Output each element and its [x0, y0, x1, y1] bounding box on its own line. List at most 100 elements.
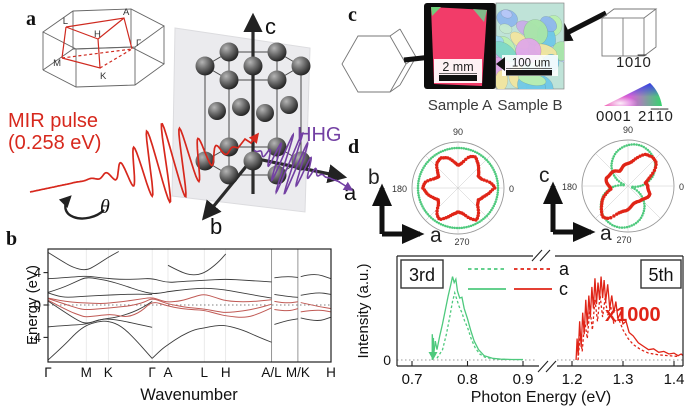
- bz-label-A: A: [123, 7, 130, 18]
- ipf-label-2110: 21̅1̅0: [638, 108, 674, 125]
- svg-text:Γ: Γ: [148, 365, 156, 380]
- svg-text:K: K: [104, 365, 113, 380]
- polar-left-270: 270: [454, 237, 469, 247]
- box-3rd: [400, 259, 444, 289]
- spectrum-ylabel: Intensity (a.u.): [355, 263, 372, 358]
- axis-b-label: b: [210, 214, 222, 239]
- band-structure-plot: 40-4Γ M K Γ A L H A/L M/K H Energy (eV) Wavenumbe…: [24, 248, 336, 404]
- svg-text:4: 4: [34, 265, 41, 280]
- svg-text:Γ: Γ: [44, 365, 52, 380]
- polar-right-axis-h: a: [600, 222, 612, 245]
- polar-right-180: 180: [562, 182, 577, 192]
- sample-a-label: Sample A: [427, 97, 493, 114]
- axis-c-label: c: [265, 14, 276, 39]
- svg-text:1.3: 1.3: [613, 371, 634, 388]
- polar-right-0: 0: [679, 182, 684, 192]
- mult-x1000-label: x1000: [605, 304, 661, 326]
- spectrum-curves: [397, 276, 684, 361]
- polar-left-90: 90: [453, 127, 463, 137]
- spectrum-ytick-0: 0: [383, 352, 391, 368]
- svg-text:A: A: [163, 365, 172, 380]
- polar-right-90: 90: [623, 125, 633, 135]
- bz-label-M: M: [53, 58, 61, 69]
- polar-left-180: 180: [392, 184, 407, 194]
- svg-text:M: M: [81, 365, 92, 380]
- sample-b-scalebar-text: 100 um: [512, 58, 550, 70]
- polar-left-axes: b a: [368, 166, 442, 247]
- svg-text:0: 0: [34, 298, 41, 313]
- panel-b-label: b: [6, 228, 18, 250]
- box-5th: [640, 259, 682, 289]
- spectrum-break-marks: [531, 249, 557, 373]
- theta-label: θ: [100, 196, 110, 218]
- legend-a-label: a: [559, 259, 570, 279]
- bz-label-Gamma: Γ: [136, 38, 141, 49]
- box-5th-label: 5th: [648, 265, 673, 285]
- polar-plot-ca: [581, 139, 675, 233]
- svg-text:0.9: 0.9: [513, 371, 534, 388]
- band-frame: [47, 248, 332, 363]
- spectrum-xlabel: Photon Energy (eV): [471, 389, 612, 406]
- panel-c-label: c: [348, 4, 357, 26]
- svg-text:0.7: 0.7: [402, 371, 423, 388]
- svg-text:H: H: [326, 365, 336, 380]
- sample-a-scalebar: [439, 75, 477, 81]
- polar-left-axis-v: b: [368, 166, 380, 189]
- svg-text:0.8: 0.8: [457, 371, 478, 388]
- band-ylabel: Energy (eV): [24, 265, 41, 345]
- green-annotation-arrow: [428, 338, 438, 360]
- svg-text:H: H: [221, 365, 231, 380]
- hhg-label: HHG: [297, 124, 342, 146]
- bz-hex-prism: [42, 8, 165, 88]
- band-gridlines: [48, 249, 331, 362]
- box-3rd-label: 3rd: [409, 265, 435, 285]
- svg-text:L: L: [200, 365, 208, 380]
- bz-irreducible-wedge: [61, 17, 133, 69]
- polar-plots: b a c a 90 180 0 270 90 180 0 270: [368, 125, 684, 247]
- panel-a-label: a: [26, 8, 36, 30]
- sample-b-image: 100 um: [495, 2, 565, 90]
- crystal-plane: [171, 27, 311, 213]
- polar-right-axis-v: c: [539, 164, 550, 187]
- sample-a-scalebar-text: 2 mm: [442, 60, 473, 74]
- mir-pulse-line2: (0.258 eV): [8, 132, 102, 155]
- band-xlabel: Wavenumber: [140, 386, 238, 404]
- polar-right-axes: c a: [539, 164, 612, 245]
- sample-b-label: Sample B: [497, 97, 563, 114]
- mir-pulse-text: MIR pulse (0.258 eV): [8, 110, 101, 155]
- cube-sketch: [601, 8, 658, 57]
- bz-label-K: K: [100, 71, 107, 82]
- mir-pulse-line1: MIR pulse: [8, 110, 99, 132]
- polar-angle-labels: 90 180 0 270 90 180 0 270: [392, 125, 684, 247]
- ipf-label-0001: 0001: [596, 108, 632, 125]
- hexagonal-crystal-sketch: [341, 28, 417, 93]
- svg-text:-4: -4: [29, 330, 41, 345]
- svg-text:1.2: 1.2: [562, 371, 583, 388]
- panel-d-label: d: [348, 136, 360, 158]
- svg-text:1.4: 1.4: [664, 371, 685, 388]
- ipf-color-triangle: [604, 83, 662, 106]
- sample-a-image: 2 mm: [424, 3, 496, 89]
- bz-label-H: H: [94, 29, 101, 40]
- bz-label-L: L: [63, 16, 68, 27]
- sample-b-scalebar: [506, 70, 552, 76]
- axis-a-label: a: [344, 180, 357, 205]
- spectrum-legend: a c: [468, 259, 570, 299]
- cube-miller-label: 101̅0: [616, 54, 652, 71]
- polar-left-0: 0: [509, 184, 514, 194]
- sample-b-pointer: [496, 57, 505, 71]
- band-axis-ticks: 40-4Γ M K Γ A L H A/L M/K H: [29, 265, 335, 380]
- brillouin-zone-diagram: L A H Γ M K: [42, 7, 165, 88]
- theta-rotation-arrow: [58, 195, 105, 220]
- hhg-spectrum-plot: 0.7 0.8 0.9 1.2 1.3 1.4 Intensity (a.u.) 0 Ph…: [355, 249, 685, 406]
- polar-left-axis-h: a: [430, 224, 442, 247]
- spectrum-axis-ticks: 0.7 0.8 0.9 1.2 1.3 1.4: [402, 361, 685, 388]
- bz-labels: L A H Γ M K: [53, 7, 141, 82]
- svg-text:A/L: A/L: [261, 365, 282, 380]
- polar-plot-ab: [411, 141, 505, 235]
- svg-text:M/K: M/K: [286, 365, 310, 380]
- band-curves: [47, 251, 332, 361]
- polar-right-270: 270: [616, 235, 631, 245]
- legend-c-label: c: [559, 279, 568, 299]
